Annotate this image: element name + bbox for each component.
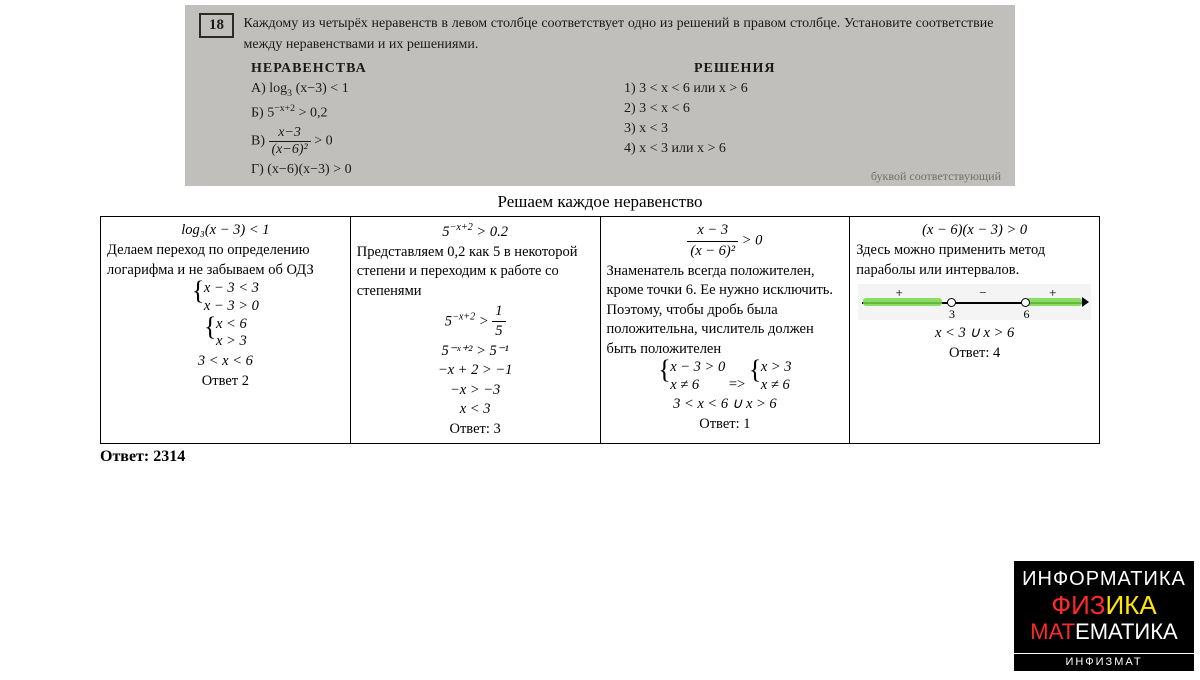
inequality-b: Б) 5−x+2 > 0,2 xyxy=(251,103,584,122)
cell3-equation: x − 3(x − 6)² > 0 xyxy=(607,221,844,261)
cell1-text: Делаем переход по определению логарифма … xyxy=(107,241,344,280)
cell3-text: Знаменатель всегда положителен, кроме то… xyxy=(607,262,844,360)
cell3-answer: Ответ: 1 xyxy=(607,415,844,435)
inequality-d: Г) (x−6)(x−3) > 0 xyxy=(251,162,584,178)
cell2-equation: 5−x+2 > 0.2 xyxy=(357,221,594,242)
solutions-heading: РЕШЕНИЯ xyxy=(624,61,1001,77)
inequalities-column: НЕРАВЕНСТВА А) log3 (x−3) < 1 Б) 5−x+2 >… xyxy=(199,61,584,182)
solution-cell-a: log₃(x − 3) < 1 Делаем переход по опреде… xyxy=(101,217,351,444)
cutoff-text: буквой соответствующий xyxy=(871,169,1001,184)
solution-cell-b: 5−x+2 > 0.2 Представляем 0,2 как 5 в нек… xyxy=(350,217,600,444)
cell2-line4: −x > −3 xyxy=(357,381,594,401)
cell2-text: Представляем 0,2 как 5 в некоторой степе… xyxy=(357,243,594,302)
solution-1: 1) 3 < x < 6 или x > 6 xyxy=(624,81,1001,97)
cell2-answer: Ответ: 3 xyxy=(357,420,594,440)
final-answer: Ответ: 2314 xyxy=(100,448,1200,466)
cell4-range: x < 3 ∪ x > 6 xyxy=(856,324,1093,344)
number-line-diagram: 36+−+ xyxy=(858,284,1091,320)
cell2-line3: −x + 2 > −1 xyxy=(357,361,594,381)
problem-statement: Каждому из четырёх неравенств в левом ст… xyxy=(244,13,994,55)
cell1-system2: x < 6x > 3 xyxy=(107,316,344,352)
solution-2: 2) 3 < x < 6 xyxy=(624,101,1001,117)
cell1-system1: x − 3 < 3x − 3 > 0 xyxy=(107,280,344,316)
cell4-text: Здесь можно применить метод параболы или… xyxy=(856,241,1093,280)
solution-table: log₃(x − 3) < 1 Делаем переход по опреде… xyxy=(100,216,1100,444)
cell1-range: 3 < x < 6 xyxy=(107,352,344,372)
channel-logo: ИНФОРМАТИКА ФИЗИКА МАТЕМАТИКА ИНФИЗМАТ xyxy=(1014,561,1194,671)
inequality-c: В) x−3(x−6)² > 0 xyxy=(251,125,584,158)
solutions-column: РЕШЕНИЯ 1) 3 < x < 6 или x > 6 2) 3 < x … xyxy=(584,61,1001,182)
cell2-line1: 5−x+2 > 15 xyxy=(357,302,594,342)
cell1-answer: Ответ 2 xyxy=(107,372,344,392)
solution-4: 4) x < 3 или x > 6 xyxy=(624,141,1001,157)
cell3-systems: x − 3 > 0x ≠ 6 => x > 3x ≠ 6 xyxy=(607,359,844,395)
solution-cell-c: x − 3(x − 6)² > 0 Знаменатель всегда пол… xyxy=(600,217,850,444)
cell1-equation: log₃(x − 3) < 1 xyxy=(107,221,344,241)
solution-3: 3) x < 3 xyxy=(624,121,1001,137)
cell2-line2: 5⁻ˣ⁺² > 5⁻¹ xyxy=(357,342,594,362)
inequalities-heading: НЕРАВЕНСТВА xyxy=(251,61,584,77)
cell2-line5: x < 3 xyxy=(357,400,594,420)
logo-line1: ИНФОРМАТИКА xyxy=(1014,567,1194,591)
solution-cell-d: (x − 6)(x − 3) > 0 Здесь можно применить… xyxy=(850,217,1100,444)
section-title: Решаем каждое неравенство xyxy=(0,192,1200,212)
inequality-a: А) log3 (x−3) < 1 xyxy=(251,81,584,99)
cell3-range: 3 < x < 6 ∪ x > 6 xyxy=(607,395,844,415)
logo-line3: МАТЕМАТИКА xyxy=(1014,620,1194,644)
cell4-equation: (x − 6)(x − 3) > 0 xyxy=(856,221,1093,241)
logo-line2: ФИЗИКА xyxy=(1014,591,1194,620)
problem-card: 18 Каждому из четырёх неравенств в левом… xyxy=(185,5,1015,186)
logo-subtitle: ИНФИЗМАТ xyxy=(1014,653,1194,668)
cell4-answer: Ответ: 4 xyxy=(856,344,1093,364)
problem-number: 18 xyxy=(199,13,234,38)
